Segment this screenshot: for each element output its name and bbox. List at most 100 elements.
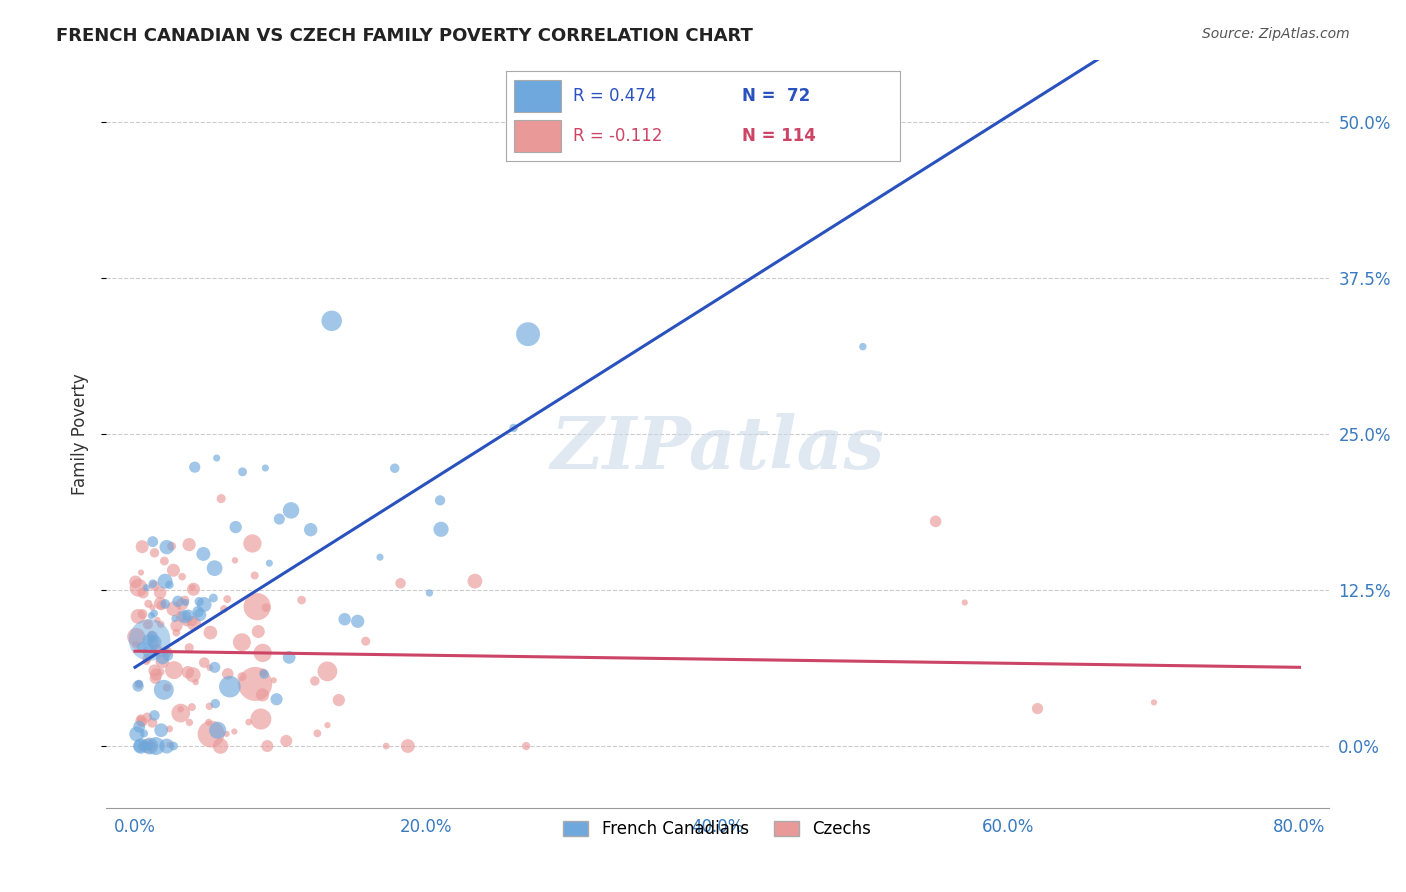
Point — [143, 708, 166, 723]
Point — [131, 540, 153, 554]
Point — [143, 579, 166, 593]
Point — [266, 692, 288, 706]
Point — [142, 534, 165, 549]
Point — [207, 723, 229, 738]
Point — [128, 677, 150, 691]
Point — [188, 607, 211, 622]
Point — [269, 512, 291, 526]
Point — [149, 596, 172, 610]
Point — [124, 638, 146, 652]
Text: R = -0.112: R = -0.112 — [574, 128, 662, 145]
Point — [200, 625, 222, 640]
Point — [163, 611, 186, 625]
Point — [676, 146, 699, 161]
Point — [142, 635, 165, 649]
Point — [145, 643, 167, 657]
Point — [333, 612, 356, 626]
Point — [205, 450, 228, 465]
Point — [139, 645, 162, 659]
Point — [150, 655, 173, 669]
Y-axis label: Family Poverty: Family Poverty — [72, 373, 89, 495]
Point — [254, 600, 277, 615]
Point — [149, 617, 172, 632]
Point — [212, 602, 235, 616]
Point — [141, 600, 163, 615]
Text: Source: ZipAtlas.com: Source: ZipAtlas.com — [1202, 27, 1350, 41]
Point — [307, 726, 329, 740]
Point — [209, 739, 232, 753]
Point — [316, 665, 339, 679]
Point — [132, 586, 155, 600]
Point — [953, 595, 976, 609]
Point — [131, 607, 153, 621]
Point — [464, 574, 486, 588]
Text: N =  72: N = 72 — [742, 87, 811, 105]
Point — [138, 632, 160, 647]
Point — [517, 327, 540, 342]
Point — [146, 613, 169, 627]
Point — [204, 660, 226, 674]
Point — [219, 680, 242, 694]
Point — [149, 585, 172, 599]
Point — [247, 624, 270, 639]
Point — [129, 714, 152, 728]
Point — [254, 461, 277, 475]
Point — [924, 515, 946, 529]
Point — [243, 677, 266, 691]
Point — [129, 566, 152, 580]
Point — [396, 739, 419, 753]
Point — [180, 700, 202, 714]
Point — [368, 550, 391, 565]
Point — [170, 597, 193, 611]
Point — [170, 706, 193, 720]
Point — [502, 421, 524, 435]
Point — [136, 651, 159, 665]
Bar — [515, 120, 561, 152]
Point — [276, 734, 298, 748]
Point — [224, 724, 246, 739]
Point — [173, 593, 195, 607]
Point — [132, 739, 155, 753]
Point — [167, 594, 190, 608]
Point — [252, 688, 274, 702]
Point — [198, 699, 221, 714]
Point — [183, 616, 205, 631]
Point — [231, 635, 253, 649]
Point — [204, 697, 226, 711]
Point — [321, 314, 343, 328]
Point — [242, 536, 264, 550]
Point — [179, 640, 201, 655]
Point — [162, 602, 184, 616]
Point — [253, 667, 276, 681]
Point — [136, 739, 159, 753]
Point — [280, 503, 302, 517]
Point — [183, 460, 205, 475]
Point — [150, 599, 173, 613]
Point — [165, 625, 187, 640]
Point — [127, 609, 149, 624]
Point — [159, 722, 181, 736]
Point — [515, 739, 537, 753]
Point — [430, 522, 453, 536]
Point — [143, 546, 166, 560]
Point — [143, 664, 166, 678]
Bar — [515, 80, 561, 112]
Point — [193, 547, 215, 561]
Point — [231, 670, 253, 684]
Point — [174, 595, 197, 609]
Point — [389, 576, 412, 591]
Point — [129, 739, 152, 753]
Point — [129, 712, 152, 726]
Point — [145, 667, 167, 681]
Point — [418, 586, 440, 600]
Point — [136, 710, 159, 724]
Point — [291, 593, 314, 607]
Point — [136, 633, 159, 648]
Text: N = 114: N = 114 — [742, 128, 817, 145]
Point — [125, 630, 148, 644]
Point — [160, 539, 183, 553]
Point — [143, 635, 166, 649]
Point — [246, 599, 269, 614]
Point — [139, 739, 162, 753]
Point — [177, 608, 200, 623]
